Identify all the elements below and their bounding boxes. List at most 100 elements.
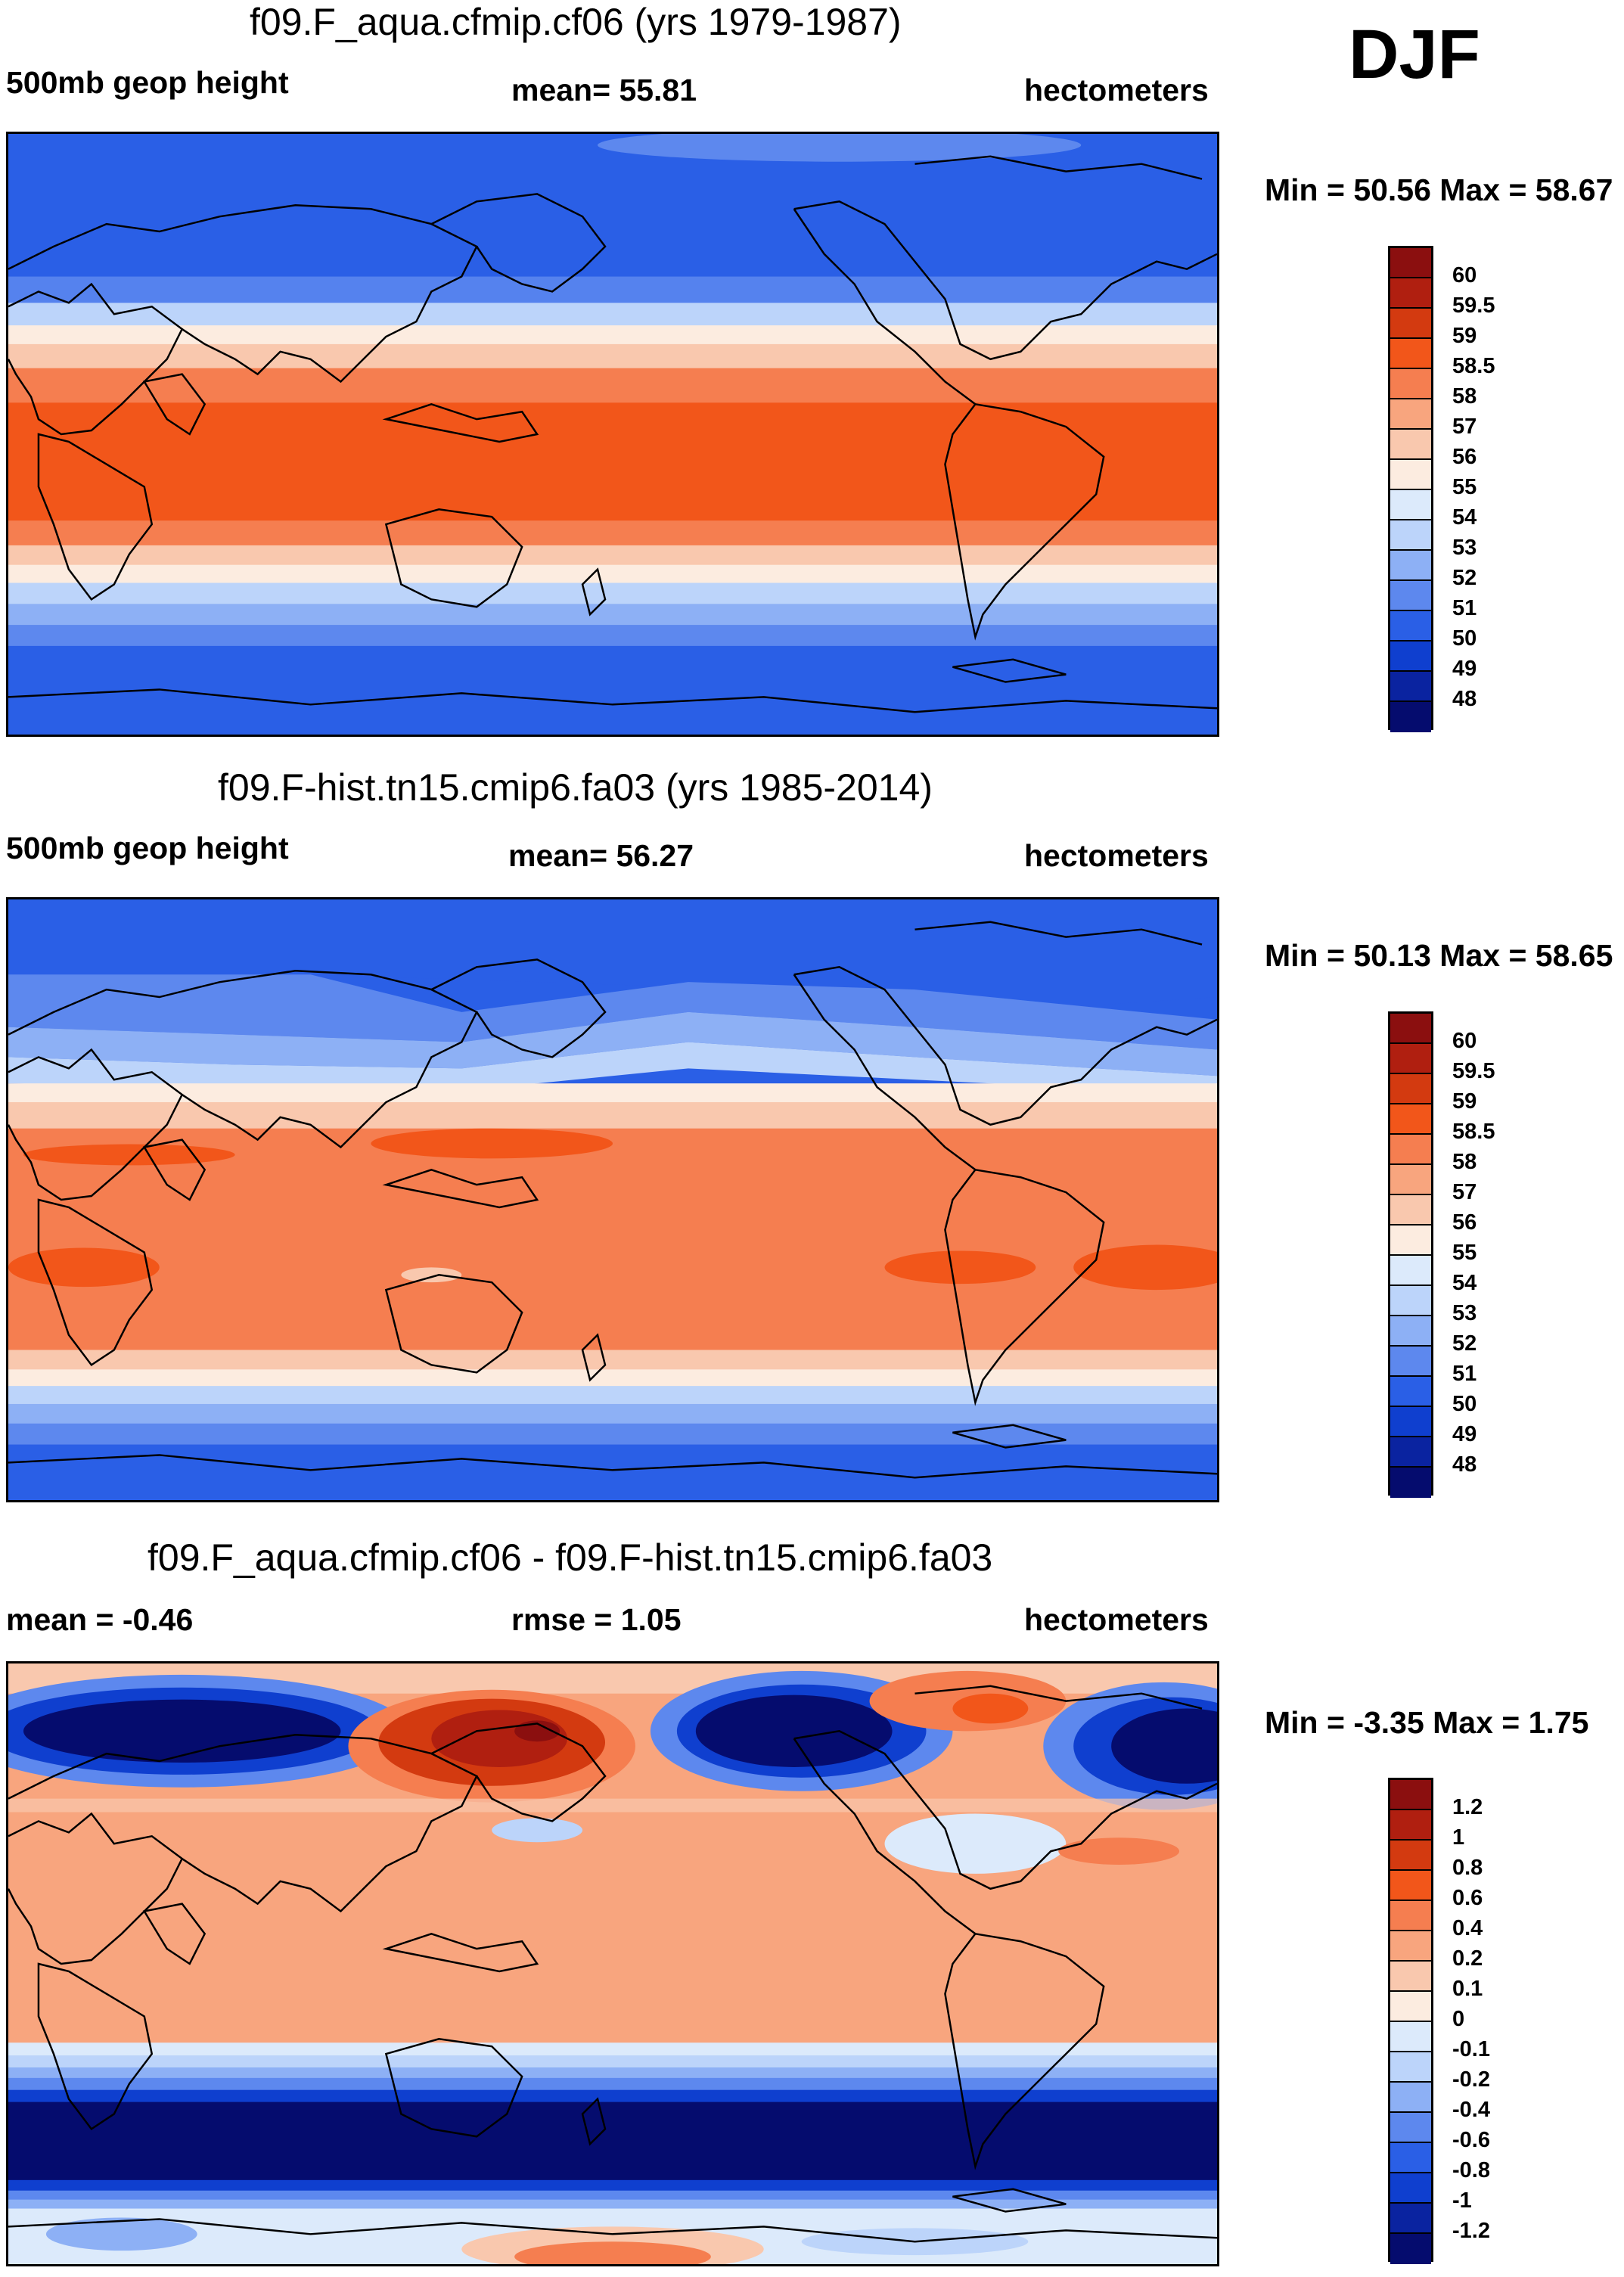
panel-1-map — [6, 132, 1219, 737]
colorbar-segment — [1390, 430, 1431, 460]
colorbar-segment — [1390, 1044, 1431, 1074]
colorbar-segment — [1390, 1104, 1431, 1135]
panel-3-units: hectometers — [1024, 1602, 1209, 1637]
colorbar-tick-label: 58.5 — [1452, 1120, 1495, 1144]
colorbar-segment — [1390, 1901, 1431, 1931]
colorbar-tick-label: 1.2 — [1452, 1795, 1483, 1819]
panel-1-minmax: Min = 50.56 Max = 58.67 — [1265, 172, 1613, 207]
colorbar-tick-label: -1.2 — [1452, 2219, 1490, 2243]
colorbar-segment — [1390, 2143, 1431, 2173]
colorbar-tick-label: 48 — [1452, 687, 1477, 711]
colorbar-tick-label: 48 — [1452, 1452, 1477, 1477]
colorbar-tick-label: 52 — [1452, 566, 1477, 590]
colorbar-segment — [1390, 1931, 1431, 1962]
colorbar-tick-label: 51 — [1452, 596, 1477, 620]
colorbar-segment — [1390, 1992, 1431, 2022]
colorbar-segment — [1390, 278, 1431, 309]
colorbar-segment — [1390, 2083, 1431, 2113]
colorbar-segment — [1390, 1407, 1431, 1437]
colorbar-tick-label: 60 — [1452, 1029, 1477, 1053]
panel-3-colorbar — [1388, 1778, 1433, 2264]
panel-2-colorbar — [1388, 1011, 1433, 1498]
colorbar-tick-label: 54 — [1452, 1271, 1477, 1295]
colorbar-tick-label: 52 — [1452, 1331, 1477, 1356]
colorbar-tick-label: 49 — [1452, 1422, 1477, 1446]
panel-1-mean: mean= 55.81 — [511, 73, 697, 107]
colorbar-segment — [1390, 309, 1431, 339]
colorbar-tick-label: -0.8 — [1452, 2158, 1490, 2182]
panel-2-mean: mean= 56.27 — [508, 838, 694, 873]
colorbar-segment — [1390, 551, 1431, 581]
colorbar-segment — [1390, 1195, 1431, 1225]
colorbar-tick-label: 50 — [1452, 626, 1477, 651]
colorbar-segment — [1390, 2204, 1431, 2234]
colorbar-segment — [1390, 2022, 1431, 2052]
colorbar-tick-label: 53 — [1452, 1301, 1477, 1325]
panel-3-map — [6, 1661, 1219, 2266]
colorbar-segment — [1390, 702, 1431, 732]
colorbar-segment — [1390, 1871, 1431, 1901]
colorbar-segment — [1390, 460, 1431, 490]
colorbar-tick-label: 58 — [1452, 384, 1477, 408]
colorbar-tick-label: -1 — [1452, 2188, 1472, 2213]
panel-2-minmax: Min = 50.13 Max = 58.65 — [1265, 938, 1613, 973]
colorbar-segment — [1390, 369, 1431, 399]
colorbar-tick-label: 60 — [1452, 263, 1477, 287]
colorbar-segment — [1390, 1780, 1431, 1810]
colorbar-tick-label: 0 — [1452, 2007, 1465, 2031]
panel-2-title: f09.F-hist.tn15.cmip6.fa03 (yrs 1985-201… — [218, 766, 933, 809]
colorbar-segment — [1390, 1377, 1431, 1407]
colorbar-segment — [1390, 1014, 1431, 1044]
colorbar-tick-label: 0.4 — [1452, 1916, 1483, 1940]
colorbar-segment — [1390, 1810, 1431, 1841]
colorbar-tick-label: 56 — [1452, 445, 1477, 469]
colorbar-segment — [1390, 490, 1431, 520]
colorbar-tick-label: -0.6 — [1452, 2128, 1490, 2152]
colorbar-tick-label: 57 — [1452, 1180, 1477, 1204]
colorbar-tick-label: 0.1 — [1452, 1977, 1483, 2001]
colorbar-segment — [1390, 1841, 1431, 1871]
colorbar-segment — [1390, 520, 1431, 551]
panel-1-units: hectometers — [1024, 73, 1209, 107]
colorbar-segment — [1390, 581, 1431, 611]
panel-1-title: f09.F_aqua.cfmip.cf06 (yrs 1979-1987) — [250, 1, 902, 43]
colorbar-tick-label: 59 — [1452, 324, 1477, 348]
panel-3-rmse: rmse = 1.05 — [511, 1602, 682, 1637]
panel-2-left-label: 500mb geop height — [6, 831, 289, 865]
colorbar-tick-label: 50 — [1452, 1392, 1477, 1416]
panel-1-colorbar — [1388, 246, 1433, 732]
colorbar-tick-label: 54 — [1452, 505, 1477, 530]
colorbar-segment — [1390, 641, 1431, 672]
panel-3-map-svg — [8, 1663, 1217, 2264]
colorbar-segment — [1390, 1225, 1431, 1256]
colorbar-segment — [1390, 1135, 1431, 1165]
colorbar-segment — [1390, 1316, 1431, 1347]
colorbar-tick-label: 58 — [1452, 1150, 1477, 1174]
colorbar-segment — [1390, 2052, 1431, 2083]
colorbar-tick-label: 53 — [1452, 536, 1477, 560]
colorbar-segment — [1390, 1437, 1431, 1468]
colorbar-tick-label: 59.5 — [1452, 294, 1495, 318]
panel-2-map-svg — [8, 899, 1217, 1500]
colorbar-segment — [1390, 1286, 1431, 1316]
panel-3-minmax: Min = -3.35 Max = 1.75 — [1265, 1705, 1589, 1740]
colorbar-segment — [1390, 1165, 1431, 1195]
colorbar-segment — [1390, 1468, 1431, 1498]
colorbar-tick-label: -0.2 — [1452, 2067, 1490, 2092]
colorbar-tick-label: 55 — [1452, 475, 1477, 499]
colorbar-segment — [1390, 1347, 1431, 1377]
panel-1-left-label: 500mb geop height — [6, 65, 289, 100]
colorbar-tick-label: 59 — [1452, 1089, 1477, 1114]
colorbar-tick-label: 56 — [1452, 1210, 1477, 1235]
colorbar-segment — [1390, 1256, 1431, 1286]
panel-2-map — [6, 897, 1219, 1502]
colorbar-tick-label: 55 — [1452, 1241, 1477, 1265]
colorbar-segment — [1390, 2113, 1431, 2143]
colorbar-tick-label: -0.4 — [1452, 2098, 1490, 2122]
colorbar-segment — [1390, 399, 1431, 430]
panel-3-title: f09.F_aqua.cfmip.cf06 - f09.F-hist.tn15.… — [147, 1536, 993, 1579]
colorbar-tick-label: 0.2 — [1452, 1946, 1483, 1971]
colorbar-segment — [1390, 2173, 1431, 2204]
colorbar-tick-label: 59.5 — [1452, 1059, 1495, 1083]
colorbar-segment — [1390, 672, 1431, 702]
